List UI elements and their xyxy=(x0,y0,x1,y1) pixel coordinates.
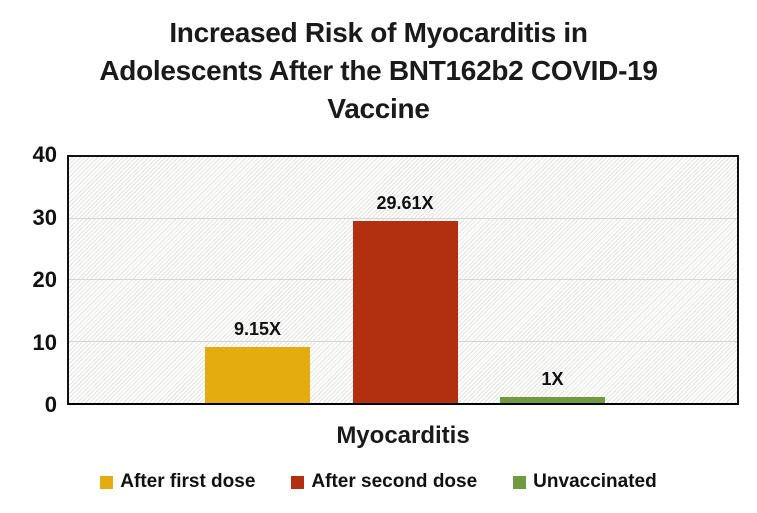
legend-item-after-second-dose: After second dose xyxy=(291,471,477,493)
bar-data-label: 1X xyxy=(541,368,564,389)
legend-item-after-first-dose: After first dose xyxy=(100,471,255,493)
gridline xyxy=(69,217,737,219)
chart-title-line-1: Increased Risk of Myocarditis in xyxy=(169,17,588,48)
bar-data-label: 29.61X xyxy=(376,192,434,213)
y-tick-label: 20 xyxy=(32,267,57,292)
legend-swatch-icon xyxy=(291,475,305,489)
legend-label: After second dose xyxy=(311,471,478,492)
bar-after-first-dose xyxy=(205,346,310,403)
y-tick-label: 0 xyxy=(44,392,57,417)
legend-label: Unvaccinated xyxy=(533,471,657,492)
y-tick-label: 40 xyxy=(32,142,57,167)
chart-title-line-3: Vaccine xyxy=(327,93,430,124)
y-tick-label: 10 xyxy=(32,329,57,355)
y-tick-label: 30 xyxy=(32,204,57,230)
plot-area: 9.15X 29.61X 1X xyxy=(67,155,739,405)
chart-title-line-2: Adolescents After the BNT162b2 COVID-19 xyxy=(99,55,658,86)
legend-item-unvaccinated: Unvaccinated xyxy=(513,471,657,493)
legend: After first dose After second dose Unvacci… xyxy=(0,471,757,493)
bar-unvaccinated xyxy=(500,396,605,403)
y-axis: 0 10 20 30 40 xyxy=(10,144,57,416)
x-axis-label: Myocarditis xyxy=(336,422,470,449)
bar-data-label: 9.15X xyxy=(233,318,282,339)
chart-title: Increased Risk of Myocarditis in Adolesc… xyxy=(0,14,757,128)
bar-after-second-dose xyxy=(352,220,458,403)
legend-swatch-icon xyxy=(100,475,114,489)
legend-swatch-icon xyxy=(513,475,527,489)
legend-label: After first dose xyxy=(120,471,256,492)
